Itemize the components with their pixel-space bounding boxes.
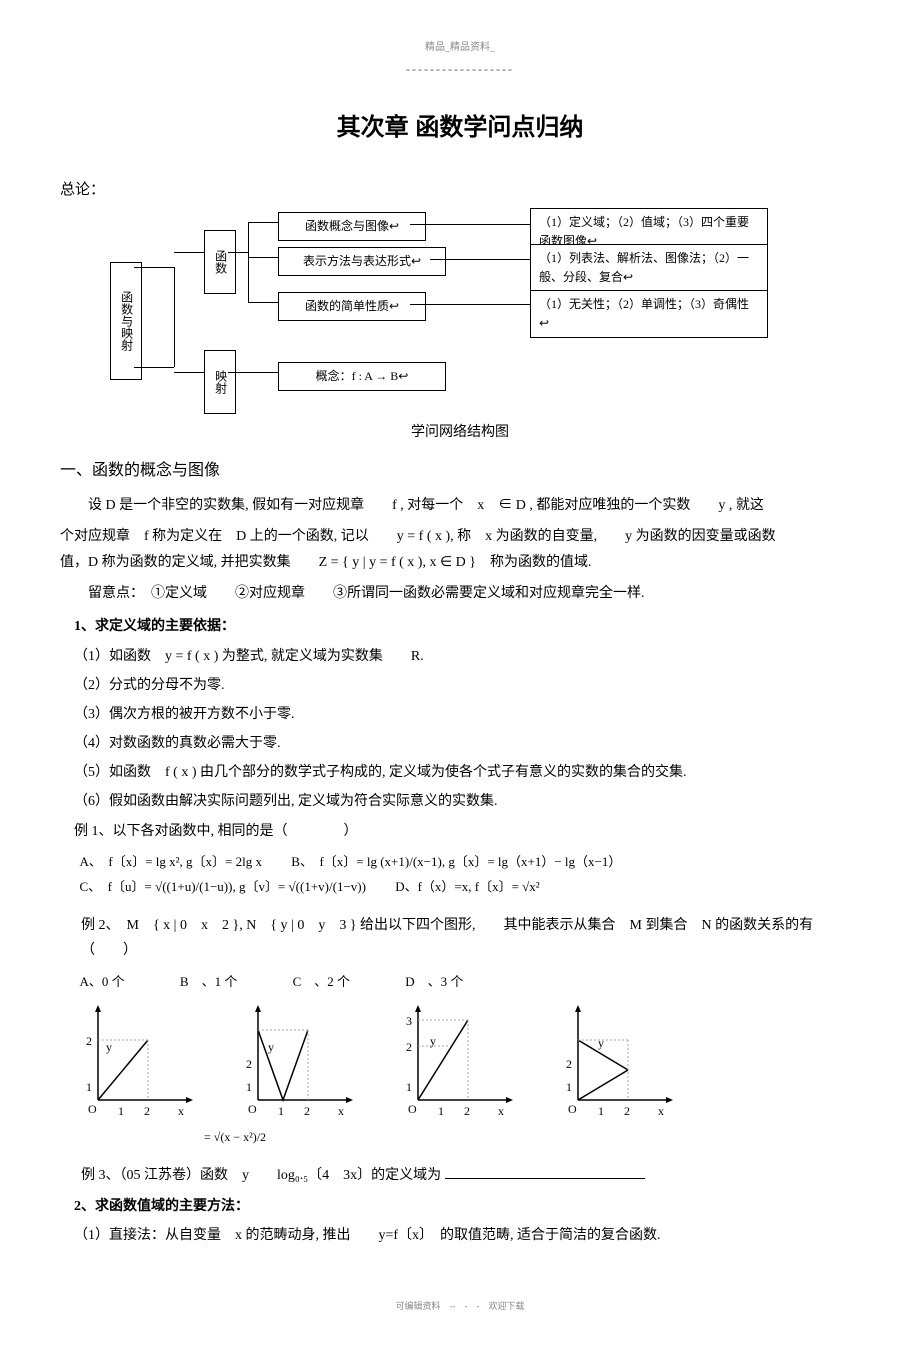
diagram-caption: 学问网络结构图 xyxy=(60,422,860,444)
nd-branch-3: 函数的简单性质↩ xyxy=(278,292,426,321)
item1-title: 1、求定义域的主要依据： xyxy=(74,614,860,639)
nd-map-branch: 概念：f : A → B↩ xyxy=(278,362,446,391)
nd-right-3: （1）无关性；（2）单调性；（3）奇偶性↩ xyxy=(530,290,768,338)
page-title: 其次章 函数学问点归纳 xyxy=(60,109,860,147)
plot-c-tick-y2: 2 xyxy=(406,1038,412,1057)
example1-option-b: B、 f〔x〕= lg (x+1)/(x−1), g〔x〕= lg（x+1）− … xyxy=(291,854,621,869)
plot-d-xlabel: x xyxy=(658,1102,664,1121)
plot-b-origin: O xyxy=(248,1100,257,1119)
example2-option-d: D 、3 个 xyxy=(405,974,463,989)
section-1-p2: 个对应规章 f 称为定义在 D 上的一个函数, 记以 y = f ( x ), … xyxy=(60,526,860,548)
plot-b-tick-y1: 1 xyxy=(246,1078,252,1097)
nd-branch-2: 表示方法与表达形式↩ xyxy=(278,247,446,276)
item1-s2: （2）分式的分母不为零. xyxy=(74,673,860,698)
example3-text: 例 3、（05 江苏卷）函数 y log₀.₅〔4 3x〕的定义域为 xyxy=(81,1168,441,1183)
nd-root: 函数与映射 xyxy=(110,262,142,380)
mini-plot-a: y 2 1 O 1 2 x xyxy=(78,1000,198,1120)
plot-b-ylabel: y xyxy=(268,1038,274,1057)
example1-option-d: D、f（x）=x, f〔x〕= √x² xyxy=(395,879,540,894)
example1-intro: 例 1、以下各对函数中, 相同的是（ ） xyxy=(74,819,860,844)
header-note: 精品_精品资料_ xyxy=(60,40,860,56)
plot-c-tick-y1: 1 xyxy=(406,1078,412,1097)
nd-map: 映射 xyxy=(204,350,236,414)
example2-option-a: A、0 个 xyxy=(80,974,125,989)
extra-sqrt-fragment: = √(x − x²)/2 xyxy=(204,1126,860,1149)
mini-plot-b: y 2 1 O 1 2 x xyxy=(238,1000,358,1120)
plot-b-xlabel: x xyxy=(338,1102,344,1121)
item1-s3: （3）偶次方根的被开方数不小于零. xyxy=(74,702,860,727)
example1-option-a: A、 f〔x〕= lg x², g〔x〕= 2lg x xyxy=(80,854,263,869)
plot-c-tick-x2: 2 xyxy=(464,1102,470,1121)
plot-b-tick-y2: 2 xyxy=(246,1055,252,1074)
example1-option-c: C、 f〔u〕= √((1+u)/(1−u)), g〔v〕= √((1+v)/(… xyxy=(80,879,366,894)
blank-fill xyxy=(445,1164,645,1179)
item1-s4: （4）对数函数的真数必需大于零. xyxy=(74,731,860,756)
plot-a-tick-x1: 1 xyxy=(118,1102,124,1121)
plot-a-tick-y2: 2 xyxy=(86,1032,92,1051)
plot-c-xlabel: x xyxy=(498,1102,504,1121)
plot-d-tick-x1: 1 xyxy=(598,1102,604,1121)
item2-s1: （1）直接法：从自变量 x 的范畴动身, 推出 y=f〔x〕 的取值范畴, 适合… xyxy=(74,1223,860,1248)
section-1-title: 一、函数的概念与图像 xyxy=(60,458,860,484)
plot-b-tick-x1: 1 xyxy=(278,1102,284,1121)
example3-line: 例 3、（05 江苏卷）函数 y log₀.₅〔4 3x〕的定义域为 xyxy=(81,1163,860,1188)
nd-func: 函数 xyxy=(204,230,236,294)
plots-row: y 2 1 O 1 2 x y 2 1 O 1 2 x xyxy=(78,1000,860,1120)
section-1-note: 留意点： ①定义域 ②对应规章 ③所谓同一函数必需要定义域和对应规章完全一样. xyxy=(60,580,860,608)
network-diagram: 函数与映射 函数 映射 函数概念与图像↩ 表示方法与表达形式↩ 函数的简单性质↩… xyxy=(110,212,810,412)
stub-label: 总论： xyxy=(60,178,860,202)
plot-d-origin: O xyxy=(568,1100,577,1119)
plot-a-origin: O xyxy=(88,1100,97,1119)
item2-title: 2、求函数值域的主要方法： xyxy=(74,1194,860,1219)
section-1-p3: 值，D 称为函数的定义域, 并把实数集 Z = { y | y = f ( x … xyxy=(60,552,860,574)
item1-s1: （1）如函数 y = f ( x ) 为整式, 就定义域为实数集 R. xyxy=(74,644,860,669)
plot-a-ylabel: y xyxy=(106,1038,112,1057)
mini-plot-c: y 3 2 1 O 1 2 x xyxy=(398,1000,518,1120)
plot-c-ylabel: y xyxy=(430,1032,436,1051)
page-footer: 可编辑资料 -- - - 欢迎下载 xyxy=(60,1299,860,1313)
section-1-p1: 设 D 是一个非空的实数集, 假如有一对应规章 f , 对每一个 x ∈ D ,… xyxy=(60,492,860,520)
example2-text: 例 2、 M { x | 0 x 2 }, N { y | 0 y 3 } 给出… xyxy=(81,913,860,963)
plot-a-xlabel: x xyxy=(178,1102,184,1121)
plot-c-tick-y3: 3 xyxy=(406,1012,412,1031)
plot-d-tick-x2: 2 xyxy=(624,1102,630,1121)
plot-d-tick-y2: 2 xyxy=(566,1055,572,1074)
plot-b-tick-x2: 2 xyxy=(304,1102,310,1121)
example2-option-c: C 、2 个 xyxy=(293,974,350,989)
plot-a-tick-y1: 1 xyxy=(86,1078,92,1097)
plot-a-tick-x2: 2 xyxy=(144,1102,150,1121)
plot-c-tick-x1: 1 xyxy=(438,1102,444,1121)
nd-branch-1: 函数概念与图像↩ xyxy=(278,212,426,241)
nd-right-2: （1）列表法、解析法、图像法；（2）一般、分段、复合↩ xyxy=(530,244,768,292)
mini-plot-d: y 2 1 O 1 2 x xyxy=(558,1000,678,1120)
example2-option-b: B 、1 个 xyxy=(180,974,237,989)
plot-c-origin: O xyxy=(408,1100,417,1119)
header-dashes: ------------------ xyxy=(60,60,860,79)
item1-s5: （5）如函数 f ( x ) 由几个部分的数学式子构成的, 定义域为使各个式子有… xyxy=(74,760,860,785)
item1-s6: （6）假如函数由解决实际问题列出, 定义域为符合实际意义的实数集. xyxy=(74,789,860,814)
plot-d-ylabel: y xyxy=(598,1034,604,1053)
plot-d-tick-y1: 1 xyxy=(566,1078,572,1097)
